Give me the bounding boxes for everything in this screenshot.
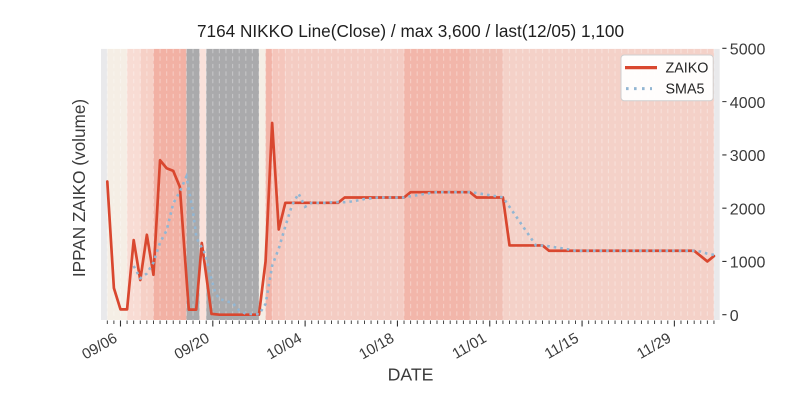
svg-text:5000: 5000: [730, 42, 766, 59]
svg-text:0: 0: [730, 308, 739, 325]
svg-text:DATE: DATE: [388, 364, 434, 384]
svg-text:SMA5: SMA5: [666, 81, 705, 97]
svg-text:2000: 2000: [730, 201, 766, 218]
svg-text:1000: 1000: [730, 255, 766, 272]
svg-text:7164 NIKKO Line(Close) / max 3: 7164 NIKKO Line(Close) / max 3,600 / las…: [197, 21, 624, 41]
svg-text:4000: 4000: [730, 95, 766, 112]
svg-text:ZAIKO: ZAIKO: [666, 60, 709, 76]
svg-text:IPPAN ZAIKO (volume): IPPAN ZAIKO (volume): [69, 99, 89, 277]
svg-text:3000: 3000: [730, 148, 766, 165]
